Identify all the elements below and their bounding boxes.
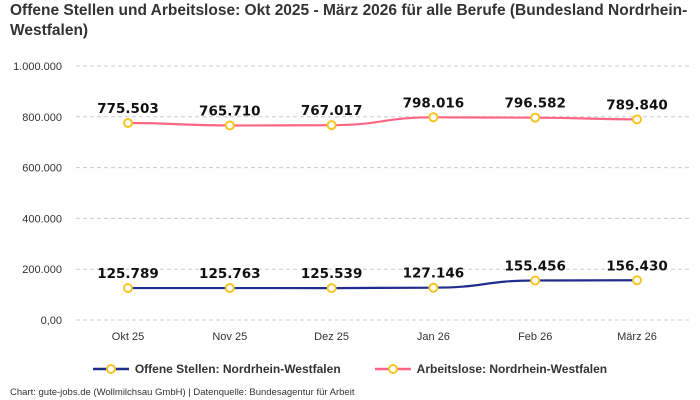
legend-label: Offene Stellen: Nordrhein-Westfalen <box>134 362 341 376</box>
legend-marker-icon <box>92 364 129 374</box>
data-point <box>632 114 642 125</box>
x-tick-label: Okt 25 <box>112 331 144 343</box>
data-label: 798.016 <box>403 95 465 111</box>
data-label: 127.146 <box>403 266 465 282</box>
legend-marker-icon <box>374 364 411 374</box>
y-tick-label: 200.000 <box>22 264 62 276</box>
legend-label: Arbeitslose: Nordrhein-Westfalen <box>416 362 608 376</box>
x-tick-label: Jan 26 <box>417 331 450 343</box>
data-point <box>428 112 439 123</box>
data-label: 125.789 <box>97 266 159 282</box>
series-line <box>127 116 638 127</box>
chart-credit: Chart: gute-jobs.de (Wollmilchsau GmbH) … <box>10 387 355 398</box>
data-label: 125.763 <box>199 266 261 282</box>
series-line <box>127 279 638 290</box>
y-tick-label: 600.000 <box>22 163 62 175</box>
data-label: 156.430 <box>606 258 668 274</box>
data-point <box>326 120 337 131</box>
legend-item-arbeitslose[interactable]: Arbeitslose: Nordrhein-Westfalen <box>374 362 608 376</box>
y-tick-label: 0,00 <box>41 315 62 327</box>
x-tick-label: Feb 26 <box>518 331 552 343</box>
y-tick-label: 400.000 <box>22 213 62 225</box>
x-tick-label: März 26 <box>617 331 657 343</box>
data-label: 796.582 <box>504 96 566 112</box>
data-label: 125.539 <box>301 266 363 282</box>
data-point <box>224 120 235 131</box>
data-label: 775.503 <box>97 101 159 117</box>
x-tick-label: Nov 25 <box>212 331 247 343</box>
y-tick-label: 800.000 <box>22 112 62 124</box>
data-point <box>326 283 337 294</box>
data-label: 767.017 <box>301 103 363 119</box>
data-label: 789.840 <box>606 97 668 113</box>
legend-item-offene-stellen[interactable]: Offene Stellen: Nordrhein-Westfalen <box>92 362 341 376</box>
x-tick-label: Dez 25 <box>314 331 349 343</box>
data-point <box>530 275 541 286</box>
data-point <box>224 283 235 294</box>
data-label: 765.710 <box>199 104 261 120</box>
data-label: 155.456 <box>504 259 566 275</box>
chart-title: Offene Stellen und Arbeitslose: Okt 2025… <box>10 2 688 39</box>
data-point <box>428 282 439 293</box>
legend: Offene Stellen: Nordrhein-Westfalen Arbe… <box>0 362 700 376</box>
data-point <box>632 275 642 286</box>
data-point <box>123 118 133 129</box>
y-tick-label: 1.000.000 <box>13 61 62 73</box>
data-point <box>123 283 133 294</box>
data-point <box>530 112 541 123</box>
